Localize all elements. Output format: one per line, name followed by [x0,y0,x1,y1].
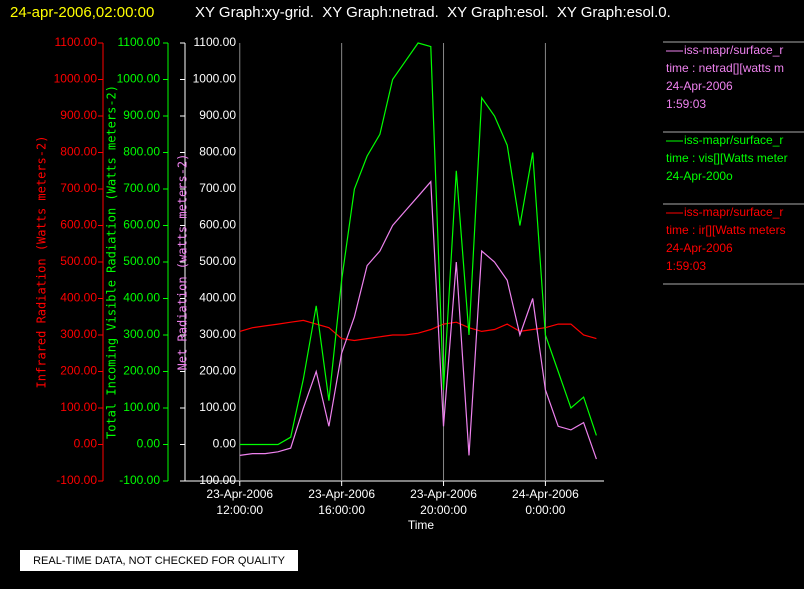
y-axis-title: Net Radiation (watts meters-2) [176,154,190,371]
x-tick-label: 24-Apr-2006 0:00:00 [512,487,579,517]
y-tick-label: 800.00 [199,145,236,159]
y-tick-label: 0.00 [213,437,237,451]
legend-detail: time : ir[][Watts meters [666,223,786,237]
y-tick-label: 1100.00 [194,35,237,49]
legend-detail: 24-Apr-200o [666,169,733,183]
y-tick-label: 900.00 [199,108,236,122]
legend-detail: time : netrad[][watts m [666,61,784,75]
y-tick-label: -100.00 [195,473,236,487]
y-tick-label: 1100.00 [118,35,161,49]
y-tick-label: 0.00 [74,437,98,451]
y-tick-label: -100.00 [119,473,160,487]
x-tick-label: 23-Apr-2006 16:00:00 [308,487,375,517]
y-tick-label: 400.00 [60,291,97,305]
y-tick-label: 800.00 [123,145,160,159]
y-tick-label: 300.00 [60,327,97,341]
y-tick-label: 500.00 [123,254,160,268]
data-line [239,42,597,446]
y-tick-label: 0.00 [137,437,161,451]
y-tick-label: 300.00 [199,327,236,341]
notice: REAL-TIME DATA, NOT CHECKED FOR QUALITY [33,555,285,567]
y-tick-label: 900.00 [123,108,160,122]
legend-detail: 1:59:03 [666,97,706,111]
legend-detail: 24-Apr-2006 [666,79,733,93]
y-tick-label: 1000.00 [54,72,98,86]
x-tick-label: 23-Apr-2006 12:00:00 [206,487,274,517]
data-line [239,319,597,342]
y-tick-label: 500.00 [60,254,97,268]
y-tick-label: 200.00 [60,364,97,378]
legend-detail: 24-Apr-2006 [666,241,733,255]
y-tick-label: 100.00 [123,400,160,414]
timestamp: 24-apr-2006,02:00:00 [10,4,154,21]
y-tick-label: 500.00 [199,254,236,268]
y-tick-label: 100.00 [199,400,236,414]
data-line [239,180,597,460]
y-tick-label: 600.00 [199,218,236,232]
y-tick-label: 300.00 [123,327,160,341]
y-axis-title: Total Incoming Visible Radiation (Watts … [105,85,119,439]
y-tick-label: 800.00 [60,145,97,159]
y-tick-label: 900.00 [60,108,97,122]
x-tick-label: 23-Apr-2006 20:00:00 [410,487,477,517]
y-tick-label: 700.00 [123,181,160,195]
legend-detail: time : vis[][Watts meter [666,151,788,165]
y-axis-title: Infrared Radiation (Watts meters-2) [35,136,49,389]
graph-list: XY Graph:xy-grid. XY Graph:netrad. XY Gr… [195,4,671,21]
legend-detail: 1:59:03 [666,259,706,273]
y-tick-label: 1100.00 [55,35,98,49]
y-tick-label: 700.00 [60,181,97,195]
legend-entry: iss-mapr/surface_r [684,133,783,147]
y-tick-label: 200.00 [123,364,160,378]
y-tick-label: 600.00 [123,218,160,232]
y-tick-label: 1000.00 [193,72,237,86]
legend-entry: iss-mapr/surface_r [684,43,783,57]
y-tick-label: 1000.00 [117,72,161,86]
x-axis-title: Time [408,518,435,532]
notice-box [20,550,298,571]
y-tick-label: 400.00 [199,291,236,305]
y-tick-label: 400.00 [123,291,160,305]
y-tick-label: 200.00 [199,364,236,378]
y-tick-label: 600.00 [60,218,97,232]
y-tick-label: 100.00 [60,400,97,414]
legend-entry: iss-mapr/surface_r [684,205,783,219]
y-tick-label: 700.00 [199,181,236,195]
y-tick-label: -100.00 [56,473,97,487]
